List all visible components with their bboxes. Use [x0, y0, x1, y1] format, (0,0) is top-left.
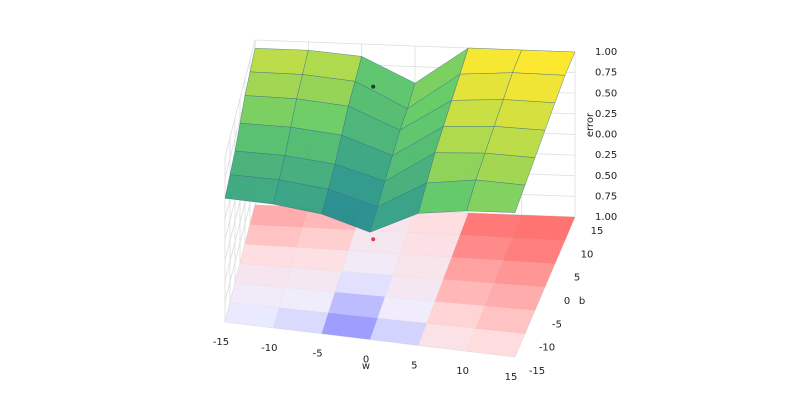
contour-cell: [250, 205, 309, 228]
contour-cell: [335, 271, 393, 297]
x-tick-label: 0: [363, 355, 369, 366]
x-tick-label: 5: [411, 360, 417, 371]
contour-cell: [503, 237, 565, 264]
z-tick-label: 0.75: [595, 68, 617, 79]
contour-cell: [285, 267, 342, 293]
y-tick-label: -15: [529, 366, 545, 377]
contour-cell: [240, 244, 297, 268]
contour-cell: [512, 215, 575, 241]
contour-cell: [296, 227, 355, 251]
surface-cell: [493, 99, 556, 131]
contour-cell: [235, 263, 291, 288]
surface-cell: [503, 72, 566, 104]
y-axis-label: b: [579, 296, 585, 307]
z-tick-label: 0.50: [595, 171, 617, 182]
z-tick-label: 0.75: [595, 191, 617, 202]
contour-cell: [341, 250, 400, 276]
surface-cell: [434, 126, 495, 154]
contour-cell: [485, 283, 545, 311]
contour-cell: [348, 229, 408, 254]
grid-line: [224, 184, 256, 302]
contour-cell: [451, 235, 513, 261]
grid-line: [224, 39, 256, 158]
z-axis-label: error: [585, 112, 596, 137]
surface-cell: [451, 72, 513, 101]
x-tick-label: -15: [213, 337, 229, 348]
contour-cell: [321, 312, 378, 340]
contour-cell: [494, 260, 555, 287]
contour-cell: [407, 211, 469, 236]
floor-marker: [371, 237, 376, 242]
contour-cell: [245, 224, 303, 248]
x-tick-label: 15: [505, 372, 518, 383]
surface-cell: [459, 47, 522, 75]
surface-marker: [371, 84, 376, 89]
y-tick-label: -10: [539, 343, 555, 354]
contour-cell: [290, 247, 349, 272]
surface-cell: [418, 179, 477, 214]
surface-cell: [234, 123, 292, 156]
y-tick-label: 0: [564, 296, 570, 307]
contour-cell: [466, 328, 525, 357]
surface-cell: [512, 49, 576, 76]
contour-cell: [377, 296, 435, 324]
surface-cell: [466, 179, 526, 213]
contour-cell: [418, 323, 476, 352]
contour-cell: [400, 232, 460, 258]
contour-cell: [225, 302, 280, 328]
contour-cell: [426, 301, 485, 329]
surface-cell: [443, 99, 504, 127]
contour-cell: [328, 292, 385, 319]
x-tick-label: 10: [456, 366, 469, 377]
x-axis-label: w: [362, 361, 370, 372]
z-tick-label: 0.50: [595, 88, 617, 99]
contour-cell: [279, 287, 335, 313]
contour-cell: [443, 257, 504, 284]
contour-cell: [370, 318, 427, 346]
surface-cell: [475, 152, 536, 186]
contour-cell: [385, 275, 444, 302]
z-tick-label: 0.25: [595, 150, 617, 161]
y-tick-label: 5: [574, 273, 580, 284]
y-tick-label: -5: [552, 319, 562, 330]
z-tick-label: 0.00: [595, 130, 617, 141]
surface-cell: [244, 71, 303, 99]
contour-cell: [392, 253, 452, 280]
z-tick-label: 1.00: [595, 212, 617, 223]
y-tick-label: 15: [591, 226, 604, 237]
z-tick-label: 0.25: [595, 109, 617, 120]
contour-cell: [273, 307, 329, 334]
surface-cell: [249, 48, 309, 75]
z-tick-label: 1.00: [595, 47, 617, 58]
surface-cell: [239, 95, 297, 128]
contour-cell: [435, 279, 495, 306]
surface-cell: [484, 126, 546, 158]
contour-cell: [475, 305, 535, 334]
x-tick-label: -10: [261, 343, 277, 354]
contour-cell: [230, 283, 285, 308]
y-tick-label: 10: [581, 249, 594, 260]
x-tick-label: -5: [313, 349, 323, 360]
contour-cell: [460, 213, 522, 238]
